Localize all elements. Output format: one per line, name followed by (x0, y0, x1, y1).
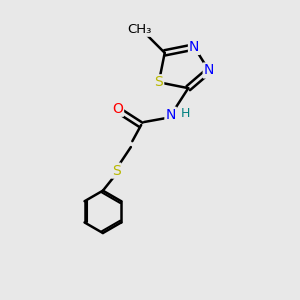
Text: H: H (181, 107, 190, 120)
Text: N: N (204, 64, 214, 77)
Text: N: N (165, 108, 176, 122)
Text: S: S (154, 75, 163, 89)
Text: S: S (112, 164, 121, 178)
Text: O: O (112, 102, 123, 116)
Text: N: N (189, 40, 200, 54)
Text: CH₃: CH₃ (128, 23, 152, 36)
